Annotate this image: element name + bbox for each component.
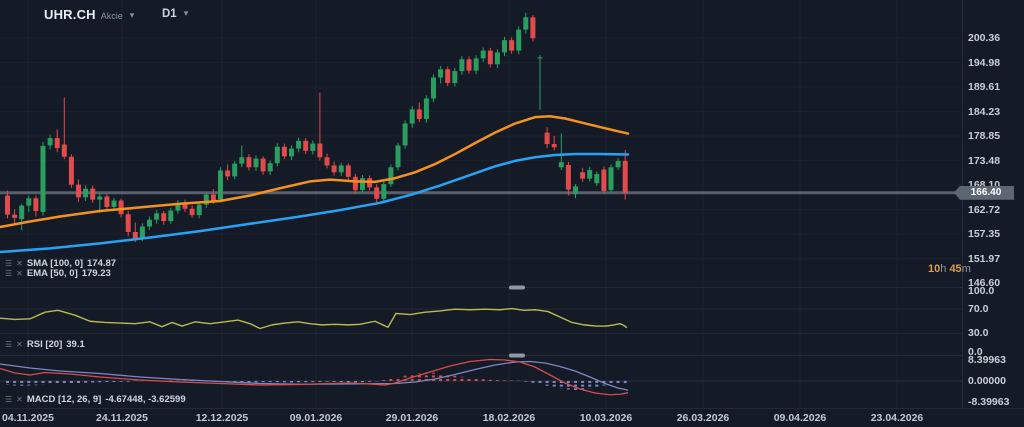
time-tick-label: 18.02.2026 (482, 412, 536, 424)
price-tick-label: 200.36 (968, 32, 1001, 44)
time-tick-label: 26.03.2026 (676, 412, 730, 424)
time-tick-label: 10.03.2026 (579, 412, 633, 424)
symbol-name: UHR.CH (44, 7, 96, 22)
time-tick-label: 29.01.2026 (385, 412, 439, 424)
countdown-minutes-unit: m (961, 263, 971, 275)
time-tick-label: 09.04.2026 (773, 412, 827, 424)
macd-tick-label: 0.00000 (968, 375, 1006, 387)
price-tick-label: 157.35 (968, 228, 1001, 241)
candlestick-chart[interactable] (0, 0, 962, 408)
price-tick-label: 173.48 (968, 154, 1001, 167)
close-icon[interactable]: ✕ (16, 395, 23, 404)
countdown-minutes: 45 (949, 263, 962, 275)
rsi-tick-label: 0.0 (968, 345, 983, 358)
bar-close-countdown: 10h 45m (928, 263, 971, 275)
close-icon[interactable]: ✕ (16, 269, 23, 278)
price-axis[interactable]: 200.36 194.98 189.61 184.23 178.85 173.48 168.… (962, 0, 1024, 408)
time-axis[interactable]: 04.11.2025 24.11.2025 12.12.2025 09.01.2026… (0, 408, 1024, 427)
settings-icon[interactable]: ☰ (5, 259, 13, 268)
price-tick-label: 184.23 (968, 105, 1001, 118)
time-tick-label: 24.11.2025 (96, 412, 148, 424)
price-tick-label: 194.98 (968, 56, 1001, 69)
rsi-indicator-value: 39.1 (66, 339, 85, 350)
macd-tick-label: -8.39963 (968, 395, 1010, 408)
close-icon[interactable]: ✕ (16, 340, 23, 349)
macd-indicator-label: MACD [12, 26, 9] (26, 394, 102, 405)
current-price-badge: 166.40 (954, 185, 1014, 200)
indicator-legend-sma: ☰ ✕ SMA [100, 0] 174.87 (5, 259, 116, 269)
time-tick-label: 23.04.2026 (870, 412, 924, 424)
price-tick-label: 178.85 (968, 130, 1001, 143)
asset-class-label: Akcie (100, 11, 123, 21)
rsi-indicator-label: RSI [20] (26, 339, 63, 350)
time-tick-label: 09.01.2026 (289, 412, 343, 424)
symbol-selector[interactable]: UHR.CH Akcie ▾ (44, 7, 134, 22)
chevron-down-icon: ▾ (183, 8, 189, 18)
sma-indicator-label: SMA [100, 0] (26, 258, 84, 269)
sma-indicator-value: 174.87 (87, 258, 117, 269)
settings-icon[interactable]: ☰ (5, 340, 13, 349)
timeframe-label: D1 (162, 8, 177, 20)
macd-tick-label: 8.39963 (968, 354, 1006, 366)
macd-indicator-value: -4.67448, -3.62599 (105, 394, 186, 405)
price-tick-label: 162.72 (968, 203, 1001, 216)
price-tick-label: 146.60 (968, 277, 1001, 290)
chevron-down-icon: ▾ (129, 10, 135, 20)
indicator-legend-rsi: ☰ ✕ RSI [20] 39.1 (5, 340, 85, 350)
timeframe-selector[interactable]: D1 ▾ (162, 8, 188, 20)
indicator-legend-macd: ☰ ✕ MACD [12, 26, 9] -4.67448, -3.62599 (5, 395, 186, 405)
settings-icon[interactable]: ☰ (5, 269, 13, 278)
price-tick-label: 151.97 (968, 252, 1001, 265)
rsi-tick-label: 30.0 (968, 327, 989, 340)
close-icon[interactable]: ✕ (16, 259, 23, 268)
price-tick-label: 189.61 (968, 81, 1001, 93)
indicator-legend-ema: ☰ ✕ EMA [50, 0] 179.23 (5, 269, 111, 279)
settings-icon[interactable]: ☰ (5, 395, 13, 404)
rsi-tick-label: 100.0 (968, 285, 995, 297)
rsi-tick-label: 70.0 (968, 303, 989, 316)
ema-indicator-label: EMA [50, 0] (26, 268, 78, 279)
countdown-hours-unit: h (940, 263, 947, 275)
ema-indicator-value: 179.23 (81, 268, 111, 279)
time-tick-label: 04.11.2025 (2, 412, 54, 424)
time-tick-label: 12.12.2025 (195, 412, 249, 424)
countdown-hours: 10 (928, 263, 941, 275)
